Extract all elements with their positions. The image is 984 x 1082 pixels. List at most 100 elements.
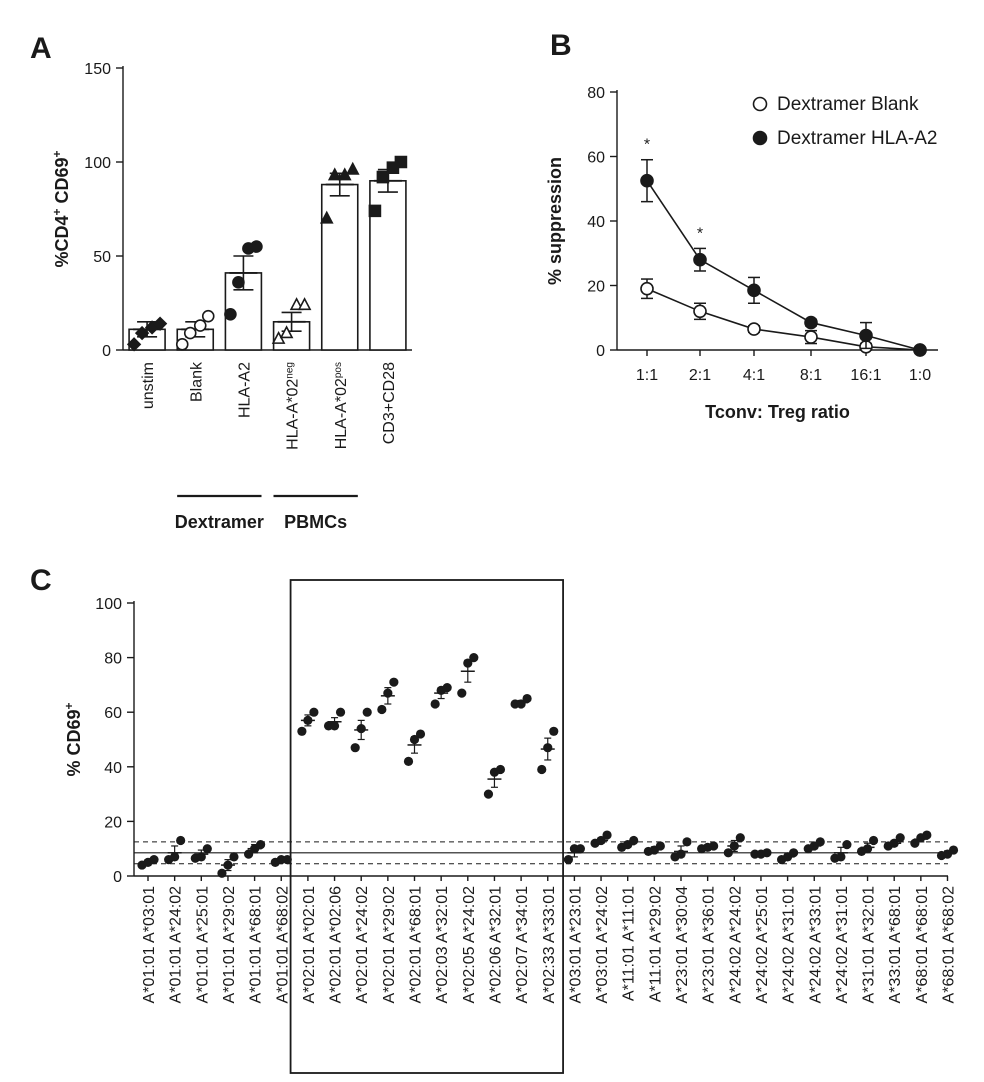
panel-c-data-point xyxy=(537,764,547,775)
panel-c-category-label: A*24:02 A*33:01 xyxy=(807,886,824,1004)
panel-b-data-point xyxy=(747,322,761,336)
panel-a-y-tick-label: 150 xyxy=(84,61,111,78)
panel-a-y-label-part: %CD4 xyxy=(52,216,72,268)
panel-a-category-label-text: CD3+CD28 xyxy=(381,362,398,444)
panel-c-data-point xyxy=(442,683,452,693)
panel-a-data-point xyxy=(319,210,334,224)
panel-c-data-point xyxy=(723,848,733,858)
panel-c-category-label: A*23:01 A*30:04 xyxy=(674,886,691,1004)
panel-c-data-point xyxy=(522,693,532,704)
panel-c-category-label: A*23:01 A*36:01 xyxy=(701,886,718,1004)
panel-c-data-point xyxy=(457,688,467,698)
panel-c-category-label: A*02:01 A*24:02 xyxy=(354,886,371,1004)
panel-a-category-label-text: HLA-A*02 xyxy=(333,378,350,449)
panel-b-legend-marker xyxy=(752,130,768,146)
panel-a-category-label-text: HLA-A*02 xyxy=(285,379,302,450)
panel-c-data-point xyxy=(229,852,239,862)
panel-c-data-point xyxy=(256,840,266,850)
panel-c-y-label: % CD69+ xyxy=(62,702,84,776)
panel-a-category-label-text: unstim xyxy=(140,362,157,409)
panel-b-y-tick-label: 60 xyxy=(587,150,605,167)
panel-c-y-tick-label: 0 xyxy=(113,869,122,886)
panel-c-category-label: A*02:06 A*32:01 xyxy=(487,886,504,1004)
panel-c-y-tick-label: 80 xyxy=(104,651,122,668)
panel-c-category-label: A*02:05 A*24:02 xyxy=(461,886,478,1004)
panel-c-data-point xyxy=(377,704,387,715)
panel-c-data-point xyxy=(868,835,879,846)
panel-c-data-point xyxy=(469,653,479,663)
panel-c-y-tick-label: 100 xyxy=(95,596,122,613)
panel-a-category-label: HLA-A*02pos xyxy=(332,362,350,449)
panel-a-data-point xyxy=(289,297,304,311)
panel-c-data-point xyxy=(549,726,559,736)
panel-a-data-point xyxy=(126,337,142,352)
panel-c-category-label: A*24:02 A*25:01 xyxy=(754,886,771,1004)
panel-c-data-point xyxy=(495,764,506,775)
panel-c-data-point xyxy=(202,844,212,854)
panel-c-category-label: A*01:01 A*25:01 xyxy=(194,886,211,1004)
panel-c-data-point xyxy=(483,789,494,799)
panel-c-data-point xyxy=(563,855,574,865)
panel-c-data-point xyxy=(244,849,254,859)
panel-c-category-label: A*01:01 A*68:01 xyxy=(248,886,265,1004)
panel-b-y-tick-label: 40 xyxy=(587,214,605,231)
panel-c-data-point xyxy=(762,848,772,858)
panel-a-data-point xyxy=(250,240,263,253)
panel-b-y-label: % suppression xyxy=(545,157,565,285)
panel-a-y-tick-label: 100 xyxy=(84,155,111,172)
panel-c-category-label: A*03:01 A*23:01 xyxy=(567,886,584,1004)
panel-c-y-tick-label: 20 xyxy=(104,814,122,831)
panel-c-data-point xyxy=(842,840,852,850)
panel-c-data-point xyxy=(282,855,292,865)
panel-c-category-label: A*24:02 A*31:01 xyxy=(781,886,798,1004)
panel-c-category-label: A*03:01 A*24:02 xyxy=(594,886,611,1004)
panel-c-category-label: A*68:01 A*68:01 xyxy=(914,886,931,1004)
panel-a-y-tick-label: 0 xyxy=(102,343,111,360)
panel-a-category-label: HLA-A*02neg xyxy=(284,362,302,450)
panel-a-category-label-text: HLA-A2 xyxy=(236,362,253,418)
panel-b-x-tick-label: 1:1 xyxy=(636,367,658,384)
panel-c-data-point xyxy=(602,830,612,840)
panel-c-category-label: A*02:07 A*34:01 xyxy=(514,886,531,1004)
panel-a-category-label-sup: neg xyxy=(284,362,295,379)
panel-c-data-point xyxy=(682,837,692,847)
panel-a-data-point xyxy=(152,316,168,331)
panel-a-y-label-sup: + xyxy=(50,150,64,157)
panel-b-x-tick-label: 1:0 xyxy=(909,367,931,384)
panel-c-category-label: A*02:01 A*29:02 xyxy=(381,886,398,1004)
panel-b-data-point xyxy=(804,330,818,344)
panel-c-data-point xyxy=(895,833,905,843)
panel-c-category-label: A*11:01 A*11:01 xyxy=(621,886,638,1001)
panel-c-data-point xyxy=(575,844,586,854)
panel-b-data-point xyxy=(693,304,707,319)
panel-c-y-tick-label: 40 xyxy=(104,760,122,777)
panel-b-y-tick-label: 20 xyxy=(587,279,605,296)
panel-c-data-point xyxy=(415,729,426,739)
panel-c-data-point xyxy=(629,835,639,846)
panel-a-y-tick-label: 50 xyxy=(93,249,111,266)
panel-a-data-point xyxy=(193,319,207,332)
panel-c-letter: C xyxy=(30,564,52,597)
panel-a-y-label-part: CD69 xyxy=(52,157,72,208)
panel-a-data-point xyxy=(232,276,245,289)
panel-b-x-tick-label: 16:1 xyxy=(850,367,881,384)
panel-a-data-point xyxy=(279,325,294,339)
panel-b-x-label: Tconv: Treg ratio xyxy=(705,402,850,422)
panel-b-y-tick-label: 80 xyxy=(587,85,605,102)
panel-b-significance-star: * xyxy=(697,225,703,242)
panel-c-data-point xyxy=(403,756,414,766)
panel-c-category-label: A*01:01 A*03:01 xyxy=(141,886,158,1004)
panel-b-data-point xyxy=(747,283,761,298)
panel-a-y-label-sup: + xyxy=(50,209,64,216)
panel-c-highlight-box xyxy=(289,579,564,1074)
panel-c-category-label: A*02:01 A*02:06 xyxy=(328,886,345,1004)
panel-b-legend-marker xyxy=(752,96,768,112)
panel-c-data-point xyxy=(815,837,825,847)
panel-a-category-label: CD3+CD28 xyxy=(381,362,398,444)
panel-b-series-line xyxy=(646,180,921,351)
panel-a-category-label-text: Blank xyxy=(188,361,205,402)
panel-b-data-point xyxy=(693,252,707,267)
panel-c-category-label: A*33:01 A*68:01 xyxy=(887,886,904,1004)
panel-b-data-point xyxy=(859,328,873,343)
